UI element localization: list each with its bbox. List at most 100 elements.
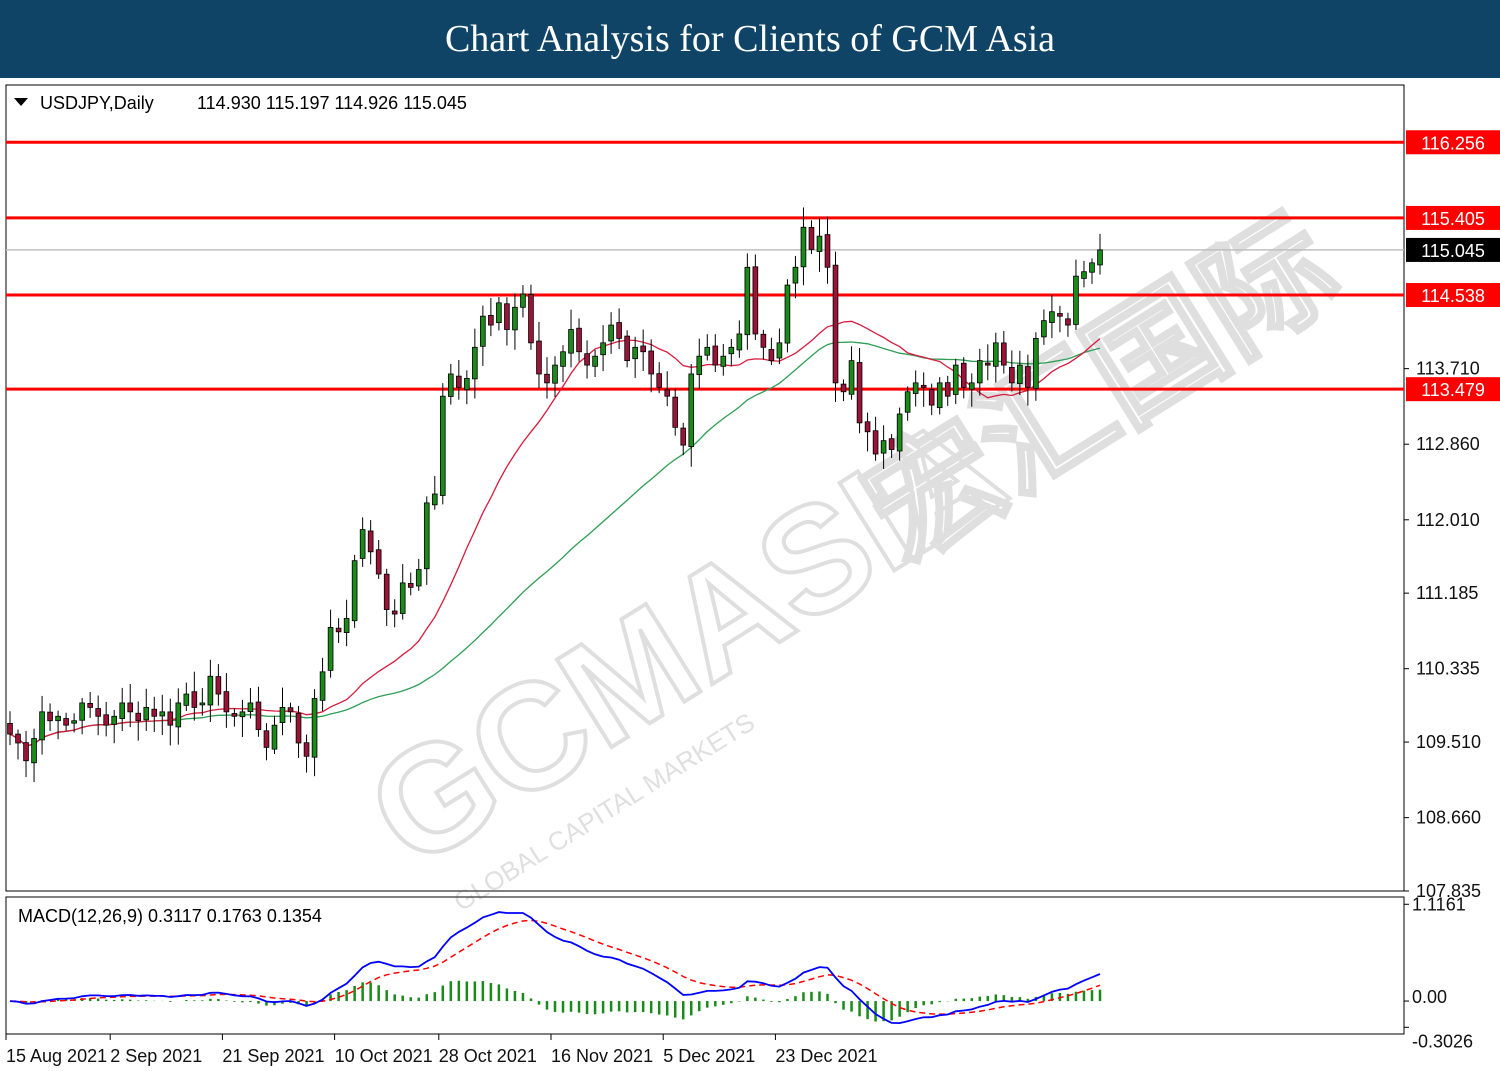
candle-body	[287, 707, 294, 713]
candle-body	[856, 362, 863, 424]
candle-body	[536, 340, 542, 375]
candle	[968, 373, 975, 407]
candle-body	[47, 711, 53, 722]
candle	[664, 371, 671, 407]
candle-body	[175, 702, 182, 728]
candle	[167, 698, 174, 746]
candle-body	[808, 227, 815, 250]
candle-body	[1041, 320, 1047, 338]
candle	[600, 325, 606, 372]
candle	[159, 694, 166, 736]
candle-body	[223, 691, 230, 713]
candle-body	[1097, 249, 1103, 266]
candle-body	[111, 715, 117, 725]
candle-body	[576, 327, 582, 353]
candle-body	[151, 708, 158, 717]
candle-body	[840, 383, 847, 393]
candle-body	[247, 702, 254, 712]
candle	[912, 370, 919, 407]
y-tick-label: 112.010	[1416, 510, 1480, 530]
candle-body	[632, 346, 638, 360]
candle-body	[520, 293, 526, 308]
candle	[431, 475, 438, 510]
candle	[327, 609, 334, 678]
candle-body	[1049, 311, 1055, 323]
candle	[111, 709, 117, 744]
candle-body	[832, 264, 839, 384]
candle-body	[231, 713, 238, 717]
candle-body	[760, 333, 767, 348]
candle	[31, 728, 37, 783]
candle-body	[159, 711, 166, 717]
candle	[1065, 312, 1071, 337]
candle-body	[696, 355, 703, 375]
candle-body	[704, 346, 711, 356]
candle	[351, 554, 358, 628]
candle-body	[480, 315, 486, 347]
candle	[1057, 305, 1063, 333]
dropdown-triangle-icon[interactable]	[14, 98, 28, 106]
ohlc-label: 114.930 115.197 114.926 115.045	[197, 93, 467, 113]
candle-body	[31, 738, 37, 764]
candle	[576, 318, 582, 362]
candle	[319, 657, 326, 712]
candle	[640, 329, 646, 371]
candle-body	[439, 395, 446, 496]
candle-body	[1081, 271, 1087, 279]
macd-label: MACD(12,26,9) 0.3117 0.1763 0.1354	[18, 906, 322, 926]
candle-body	[127, 702, 134, 713]
candle	[95, 695, 101, 736]
candle-body	[936, 382, 943, 409]
candle	[960, 357, 967, 399]
candle-body	[319, 671, 326, 701]
candle-body	[1001, 342, 1007, 366]
current-price-tag-text: 115.045	[1421, 241, 1485, 261]
candle	[247, 687, 254, 719]
candle-body	[143, 706, 150, 721]
header-banner: Chart Analysis for Clients of GCM Asia	[0, 0, 1500, 78]
level-tag-text-2: 114.538	[1421, 286, 1485, 306]
candle-body	[423, 502, 430, 570]
candle-body	[728, 346, 735, 355]
candle-body	[800, 226, 807, 268]
candle-body	[448, 373, 454, 397]
y-tick-label: 112.860	[1416, 434, 1480, 454]
candle-body	[664, 389, 671, 397]
candle-body	[1065, 318, 1071, 326]
candle-body	[512, 306, 518, 331]
candle-body	[15, 733, 21, 744]
candle	[1073, 259, 1079, 330]
candle-body	[63, 718, 69, 726]
candle	[872, 416, 879, 461]
candle	[568, 309, 574, 368]
x-tick-label: 2 Sep 2021	[110, 1046, 202, 1066]
candle	[528, 284, 534, 350]
candle	[776, 328, 783, 365]
candle-body	[79, 702, 85, 721]
candle	[1033, 332, 1039, 401]
candle-body	[528, 293, 534, 344]
candle-body	[600, 342, 606, 356]
candle-body	[720, 355, 727, 367]
candle	[768, 337, 775, 366]
candle	[335, 618, 342, 643]
candle	[255, 686, 262, 737]
candle	[808, 220, 815, 254]
candle	[728, 338, 735, 367]
candle	[840, 379, 847, 402]
level-tag-0	[1406, 130, 1500, 155]
candle	[752, 254, 759, 340]
candle-body	[904, 391, 911, 413]
candle	[760, 329, 767, 360]
candle	[696, 338, 703, 389]
candle	[175, 688, 182, 745]
candle	[864, 412, 871, 452]
candle	[536, 321, 542, 389]
candle	[79, 698, 85, 735]
candle-body	[23, 742, 29, 762]
candle	[1097, 233, 1103, 275]
candle-body	[103, 714, 109, 726]
candle	[343, 599, 350, 647]
candle-body	[303, 742, 310, 757]
